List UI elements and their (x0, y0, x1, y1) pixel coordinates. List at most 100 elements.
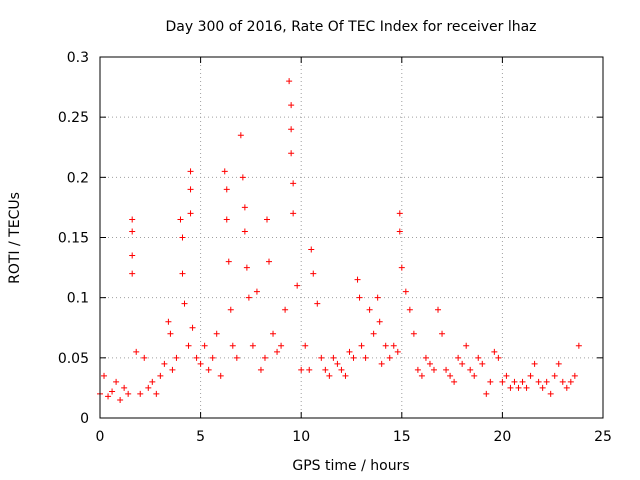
y-tick-label: 0.2 (67, 170, 89, 186)
data-point (179, 234, 186, 241)
data-point (362, 354, 369, 361)
data-point (117, 396, 124, 403)
data-point (410, 330, 417, 337)
data-point (422, 354, 429, 361)
data-point (559, 378, 566, 385)
data-point (495, 354, 502, 361)
data-point (334, 360, 341, 367)
data-point (527, 372, 534, 379)
data-point (245, 294, 252, 301)
ticks (99, 56, 604, 419)
y-tick-label: 0.1 (67, 291, 89, 307)
data-point (217, 372, 224, 379)
data-point (137, 390, 144, 397)
x-axis-label: GPS time / hours (292, 458, 409, 474)
data-point (535, 378, 542, 385)
data-point (354, 276, 361, 283)
data-point (306, 366, 313, 373)
data-point (286, 78, 293, 85)
data-point (129, 252, 136, 259)
data-point (249, 342, 256, 349)
data-point (479, 360, 486, 367)
data-point (551, 372, 558, 379)
data-point (177, 216, 184, 223)
data-point (243, 264, 250, 271)
data-point (543, 378, 550, 385)
data-point (435, 306, 442, 313)
x-tick-label: 25 (594, 429, 612, 445)
data-point (455, 354, 462, 361)
data-point (101, 372, 108, 379)
data-point (571, 372, 578, 379)
data-point (539, 384, 546, 391)
data-point (227, 306, 234, 313)
data-point (274, 348, 281, 355)
data-point (169, 366, 176, 373)
data-point (374, 294, 381, 301)
data-point (288, 150, 295, 157)
data-point (418, 372, 425, 379)
data-point (266, 258, 273, 265)
data-point (511, 378, 518, 385)
data-point (302, 342, 309, 349)
data-point (278, 342, 285, 349)
y-tick-label: 0.15 (58, 231, 89, 247)
data-point (563, 384, 570, 391)
data-point (459, 360, 466, 367)
data-point (187, 210, 194, 217)
data-point (133, 348, 140, 355)
data-point (430, 366, 437, 373)
data-point (241, 204, 248, 211)
data-point (213, 330, 220, 337)
data-point (121, 384, 128, 391)
data-point (157, 372, 164, 379)
chart-title: Day 300 of 2016, Rate Of TEC Index for r… (165, 19, 536, 35)
data-point (382, 342, 389, 349)
data-point (555, 360, 562, 367)
data-point (447, 372, 454, 379)
data-point (314, 300, 321, 307)
data-point (346, 348, 353, 355)
data-point (507, 384, 514, 391)
data-point (294, 282, 301, 289)
data-point (356, 294, 363, 301)
x-tick-label: 20 (493, 429, 511, 445)
data-point (193, 354, 200, 361)
data-point (439, 330, 446, 337)
data-point (105, 393, 112, 400)
data-point (567, 378, 574, 385)
data-point (394, 348, 401, 355)
data-point (187, 186, 194, 193)
data-point (290, 180, 297, 187)
y-axis-label: ROTI / TECUs (7, 192, 23, 284)
plot-frame (99, 56, 604, 419)
data-point (185, 342, 192, 349)
data-point (310, 270, 317, 277)
x-tick-label: 5 (196, 429, 205, 445)
data-point (487, 378, 494, 385)
data-point (257, 366, 264, 373)
data-point (145, 384, 152, 391)
data-point (187, 168, 194, 175)
data-point (483, 390, 490, 397)
data-point (189, 324, 196, 331)
data-point (141, 354, 148, 361)
data-point (475, 354, 482, 361)
data-point (376, 318, 383, 325)
data-point (153, 390, 160, 397)
data-point (270, 330, 277, 337)
data-point (547, 390, 554, 397)
data-point (197, 360, 204, 367)
y-tick-label: 0.3 (67, 50, 89, 66)
data-point (396, 228, 403, 235)
data-point (109, 388, 116, 395)
data-point (308, 246, 315, 253)
data-point (205, 366, 212, 373)
data-point (201, 342, 208, 349)
data-point (173, 354, 180, 361)
data-point (129, 216, 136, 223)
data-point (129, 228, 136, 235)
data-point (290, 210, 297, 217)
data-point (161, 360, 168, 367)
data-point (463, 342, 470, 349)
